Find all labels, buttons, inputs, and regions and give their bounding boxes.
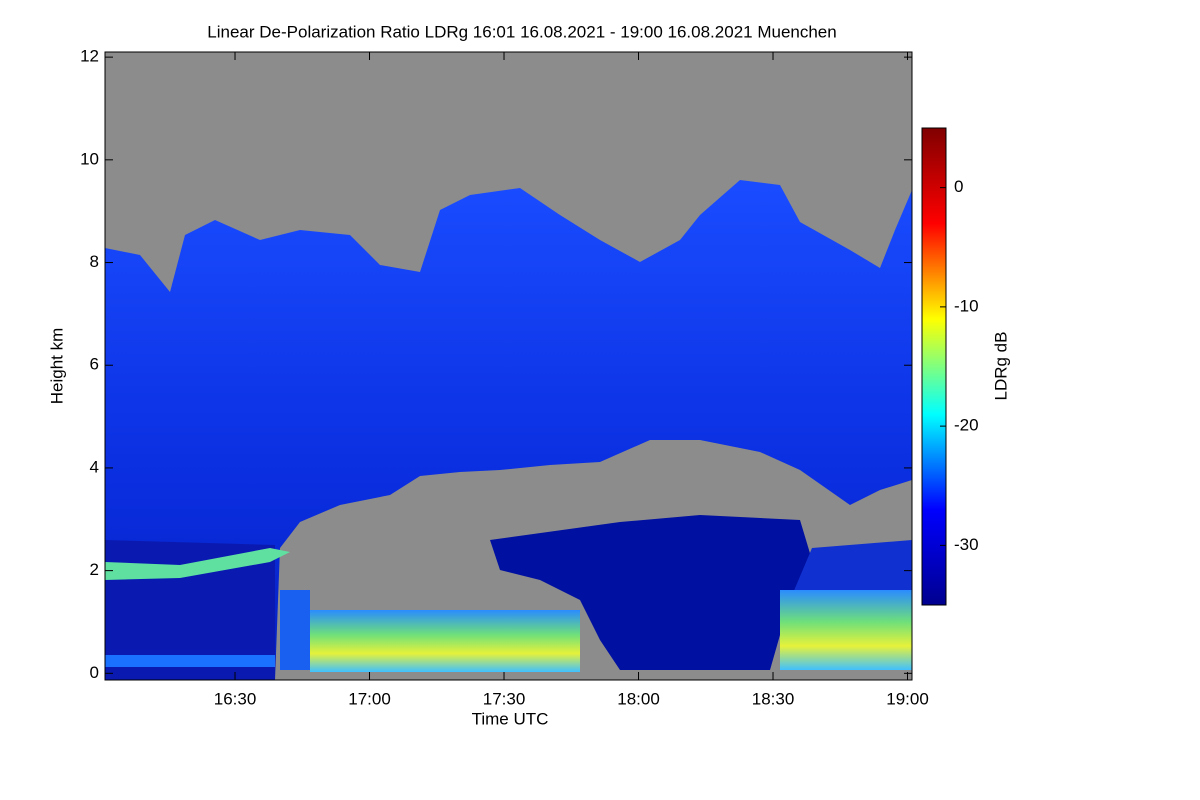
dark-region xyxy=(790,540,912,600)
chart-title: Linear De-Polarization Ratio LDRg 16:01 … xyxy=(207,22,836,41)
x-tick-label: 18:30 xyxy=(752,689,795,708)
low-layer xyxy=(280,590,310,670)
x-axis-label: Time UTC xyxy=(472,709,549,728)
y-tick-label: 8 xyxy=(90,252,99,271)
heatmap xyxy=(105,52,912,680)
y-tick-label: 12 xyxy=(80,47,99,66)
x-tick-label: 17:30 xyxy=(483,689,526,708)
y-tick-label: 0 xyxy=(90,663,99,682)
colorbar-tick-label: 0 xyxy=(954,177,963,196)
colorbar xyxy=(921,127,947,606)
bright-layer xyxy=(105,548,290,580)
x-tick-label: 18:00 xyxy=(617,689,660,708)
plot-frame xyxy=(104,51,913,681)
dark-region xyxy=(490,515,812,670)
y-axis-label: Height km xyxy=(47,328,66,405)
y-tick-label: 6 xyxy=(90,355,99,374)
colorbar-tick-label: -10 xyxy=(954,296,979,315)
low-layer xyxy=(310,610,580,672)
low-layer xyxy=(780,590,912,670)
x-tick-label: 17:00 xyxy=(348,689,391,708)
colorbar-tick-label: -30 xyxy=(954,535,979,554)
x-tick-label: 16:30 xyxy=(214,689,257,708)
y-tick-label: 4 xyxy=(90,457,99,476)
colorbar-label: LDRg dB xyxy=(991,332,1010,401)
y-tick-label: 2 xyxy=(90,560,99,579)
bright-layer xyxy=(105,655,275,667)
colorbar-tick-label: -20 xyxy=(954,416,979,435)
x-tick-label: 19:00 xyxy=(886,689,929,708)
y-tick-label: 10 xyxy=(80,149,99,168)
cloud-region xyxy=(105,180,912,680)
